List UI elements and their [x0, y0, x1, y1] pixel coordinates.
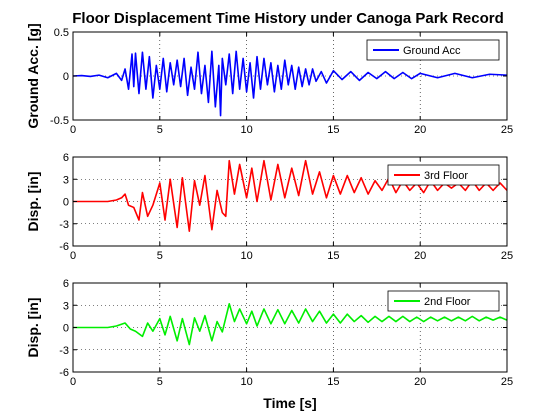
x-tick-label: 0 [70, 376, 76, 388]
legend-box [387, 290, 500, 312]
x-tick-label: 25 [501, 250, 513, 262]
y-tick-label: 3 [63, 300, 69, 312]
y-tick-label: 3 [63, 174, 69, 186]
y-tick-label: 0 [63, 197, 69, 209]
x-tick-label: 25 [501, 124, 513, 136]
legend-label: Ground Acc [403, 45, 461, 57]
subplot-3: 0 5 10 15 20 25 -6 -3 0 3 6 Disp. [in] 2nd Floor [25, 278, 513, 388]
series-line-1 [73, 50, 507, 117]
series-line-1 [73, 302, 507, 346]
legend-label: 3rd Floor [424, 170, 468, 182]
legend: Ground Acc [366, 39, 500, 61]
x-tick-label: 20 [414, 124, 426, 136]
legend-box [387, 164, 500, 186]
subplot-2: 0 5 10 15 20 25 -6 -3 0 3 6 Disp. [in] 3rd Floor [25, 152, 513, 262]
x-tick-label: 25 [501, 376, 513, 388]
y-tick-label: -6 [59, 367, 69, 379]
legend-label: 2nd Floor [424, 296, 471, 308]
legend: 2nd Floor [387, 290, 500, 312]
figure-title: Floor Displacement Time History under Ca… [72, 10, 504, 27]
y-axis-label: Disp. [in] [25, 172, 41, 232]
y-tick-label: -3 [59, 219, 69, 231]
y-tick-label: 6 [63, 278, 69, 290]
x-tick-label: 10 [240, 376, 252, 388]
x-tick-label: 0 [70, 124, 76, 136]
x-tick-label: 15 [327, 376, 339, 388]
x-tick-label: 20 [414, 376, 426, 388]
x-tick-label: 20 [414, 250, 426, 262]
y-tick-label: -0.5 [50, 115, 69, 127]
x-tick-label: 15 [327, 124, 339, 136]
y-tick-label: 0 [63, 323, 69, 335]
legend-box [366, 39, 500, 61]
x-tick-label: 15 [327, 250, 339, 262]
x-tick-label: 0 [70, 250, 76, 262]
y-tick-label: 6 [63, 152, 69, 164]
y-axis-label: Ground Acc. [g] [25, 23, 41, 128]
x-tick-label: 10 [240, 250, 252, 262]
legend: 3rd Floor [387, 164, 500, 186]
y-axis-label: Disp. [in] [25, 298, 41, 358]
x-tick-label: 5 [157, 250, 163, 262]
y-tick-label: -6 [59, 241, 69, 253]
y-tick-label: 0.5 [54, 27, 69, 39]
x-tick-label: 5 [157, 376, 163, 388]
x-tick-label: 10 [240, 124, 252, 136]
x-axis-label: Time [s] [263, 395, 316, 411]
y-tick-label: -3 [59, 345, 69, 357]
x-tick-label: 5 [157, 124, 163, 136]
y-tick-label: 0 [63, 71, 69, 83]
